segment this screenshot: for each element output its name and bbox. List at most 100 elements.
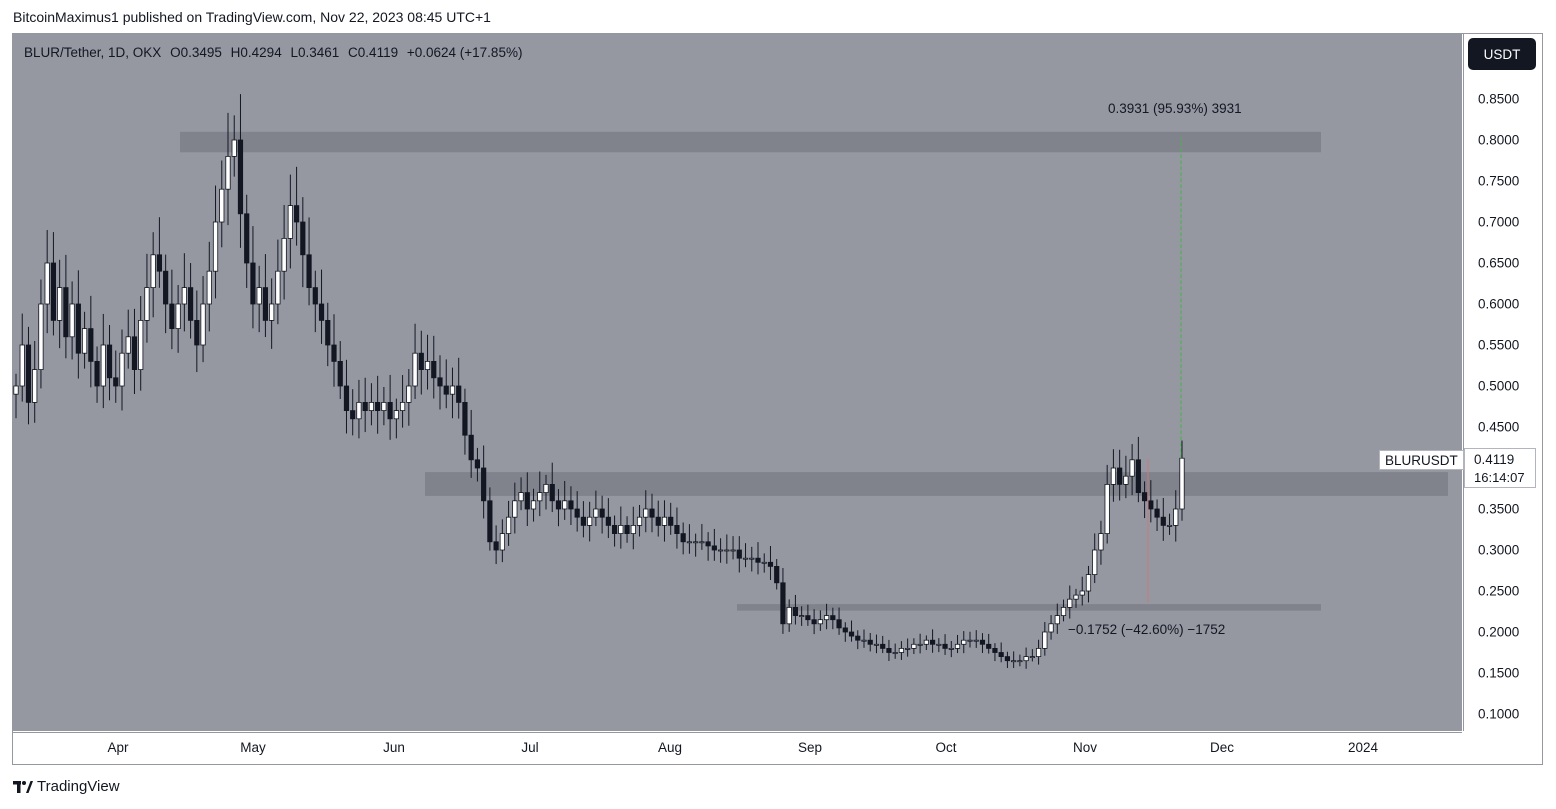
candle [587, 501, 593, 542]
price-axis[interactable] [1463, 34, 1542, 731]
candle-body [456, 385, 462, 403]
candle [237, 94, 244, 248]
legend-open-label: O [170, 45, 181, 60]
candle-body [574, 508, 580, 518]
bar-countdown: 16:14:07 [1474, 470, 1525, 485]
candle [312, 270, 318, 333]
candle [25, 326, 32, 425]
candle-body [275, 270, 281, 305]
candle-body [568, 500, 574, 510]
candle [88, 295, 94, 388]
candle [63, 254, 69, 359]
candle [262, 254, 269, 337]
candle [555, 489, 562, 527]
candle [624, 516, 630, 543]
candle-body [530, 500, 537, 510]
publisher-line: BitcoinMaximus1 published on TradingView… [13, 9, 491, 25]
horizontal-zone-2 [425, 472, 1448, 496]
time-tick-label: Nov [1072, 740, 1098, 755]
candle [431, 335, 437, 399]
candle-body [100, 344, 106, 387]
candle [100, 313, 106, 409]
price-tick-label: 0.7500 [1478, 173, 1520, 189]
time-tick-label: Sep [797, 740, 823, 755]
candle-body [1154, 508, 1160, 518]
candle [686, 524, 693, 554]
time-axis[interactable] [13, 732, 1462, 764]
price-tick-label: 0.1000 [1478, 706, 1520, 722]
candle-body [81, 328, 88, 354]
candle [892, 643, 898, 659]
candle [1035, 639, 1042, 665]
candle-body [992, 648, 998, 653]
ohlc-legend: BLUR/Tether, 1D, OKX O0.3495 H0.4294 L0.… [24, 45, 522, 60]
candle [106, 324, 113, 401]
chart-plot-area[interactable] [13, 34, 1462, 731]
candle-body [549, 483, 555, 502]
candle [767, 545, 774, 581]
candle [487, 487, 493, 551]
candle-body [32, 369, 38, 403]
candle-body [973, 639, 979, 642]
candle-body [1179, 457, 1185, 510]
candle-body [1129, 459, 1135, 477]
candle [861, 629, 867, 648]
candle-body [855, 635, 861, 641]
candle [636, 504, 643, 537]
candle-body [923, 639, 929, 645]
candle [973, 630, 979, 648]
candle-body [163, 270, 169, 305]
candle-body [343, 385, 350, 412]
candle [44, 229, 50, 334]
candle-body [929, 639, 936, 645]
candle-body [580, 516, 587, 526]
candle [113, 350, 119, 403]
candle-body [181, 287, 187, 305]
candle-body [1166, 524, 1173, 527]
candle [169, 269, 175, 350]
candle [19, 313, 25, 402]
candle [742, 543, 749, 568]
candle-body [1110, 467, 1117, 485]
time-tick-label: Apr [107, 740, 129, 755]
candle [830, 607, 836, 630]
candle [674, 507, 680, 549]
candle-body [212, 221, 219, 272]
candle [611, 515, 618, 547]
candle-body [518, 492, 524, 502]
candle-body [649, 508, 655, 518]
candle-body [281, 237, 287, 272]
candle-body [842, 627, 848, 633]
candle [1029, 649, 1035, 662]
candle [1141, 481, 1148, 519]
candle [281, 205, 287, 300]
candle-body [917, 643, 923, 646]
candle [406, 369, 412, 426]
candle-body [1073, 594, 1079, 600]
candle-body [287, 205, 293, 239]
candle-body [1011, 660, 1017, 663]
candle-body [88, 328, 94, 362]
legend-high-label: H [230, 45, 241, 60]
candle-body [817, 619, 823, 625]
candle [1085, 565, 1092, 603]
price-tick-label: 0.6000 [1478, 296, 1520, 312]
candle [350, 389, 356, 436]
candle-body [730, 549, 736, 552]
candle [181, 253, 187, 332]
candle [929, 629, 936, 653]
candle [131, 308, 138, 395]
currency-button[interactable]: USDT [1468, 38, 1536, 70]
candle [680, 522, 686, 555]
candle-body [1104, 483, 1110, 534]
candle-body [505, 516, 512, 535]
candle-body [387, 401, 393, 420]
candle-body [636, 516, 643, 526]
candle-body [1004, 656, 1011, 662]
candle-body [512, 500, 518, 518]
time-tick-label: Aug [657, 740, 683, 755]
candle-body [1148, 500, 1154, 510]
candle [94, 346, 100, 403]
tradingview-logo[interactable]: TradingView [13, 778, 120, 795]
candle-body [187, 287, 194, 321]
